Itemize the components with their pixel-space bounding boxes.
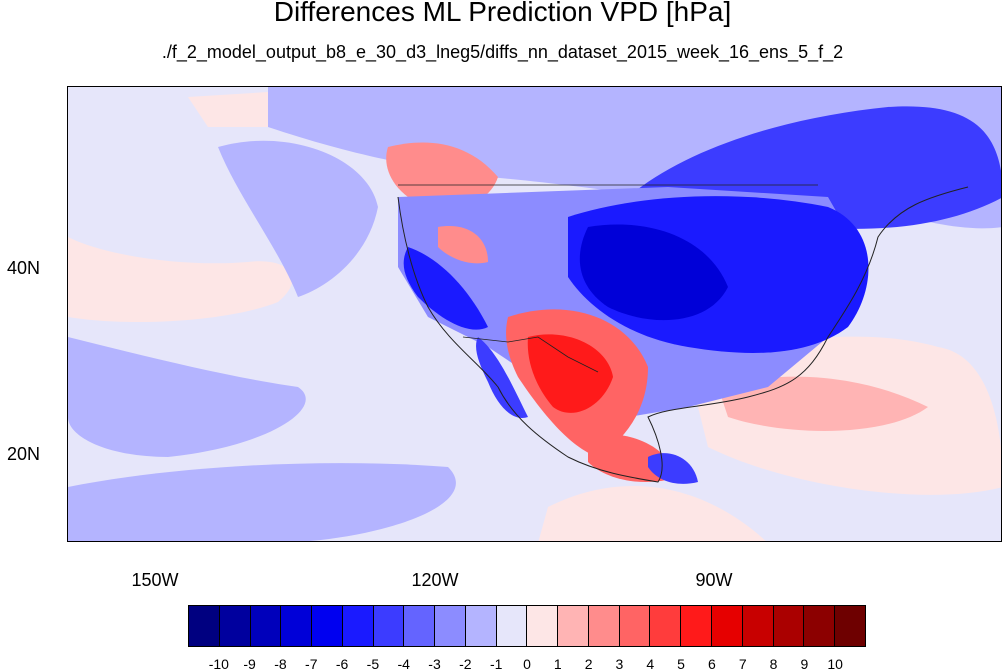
vpd-difference-map (67, 86, 1002, 542)
map-title: Differences ML Prediction VPD [hPa] (273, 0, 732, 27)
colorbar-swatch (219, 606, 251, 646)
colorbar-tick-label: 1 (553, 656, 562, 672)
map-subtitle: ./f_2_model_output_b8_e_30_d3_lneg5/diff… (161, 42, 844, 62)
lon-label-90w: 90W (695, 570, 733, 590)
colorbar-swatch (312, 606, 343, 646)
colorbar-swatch (281, 606, 313, 646)
us-mexico-border (462, 336, 599, 373)
colorbar-swatch (742, 606, 774, 646)
colorbar-tick-label: 6 (708, 656, 716, 672)
colorbar-tick-label: -3 (428, 656, 441, 672)
colorbar-swatch (712, 606, 743, 646)
colorbar-tick-label: -10 (208, 656, 229, 672)
colorbar-swatch (465, 606, 497, 646)
usa-central-negative (579, 224, 728, 321)
lat-label-40n: 40N (6, 258, 40, 278)
colorbar-tick-label: 2 (584, 656, 593, 672)
colorbar-swatch (681, 606, 713, 646)
colorbar-swatch (619, 606, 651, 646)
colorbar-tick-label: 9 (800, 656, 809, 672)
colorbar-tick-label: 3 (615, 656, 624, 672)
lon-label-120w: 120W (411, 570, 459, 590)
colorbar-tick-label: 8 (769, 656, 778, 672)
colorbar-tick-label: -5 (366, 656, 380, 672)
lon-label-150w: 150W (131, 570, 179, 590)
colorbar-tick-label: 4 (646, 656, 655, 672)
colorbar-swatch (835, 606, 865, 646)
colorbar-swatch (189, 606, 220, 646)
colorbar-swatch (804, 606, 836, 646)
pacific-positive-region (68, 237, 293, 322)
california-negative (403, 247, 488, 330)
colorbar-tick-label: -9 (243, 656, 256, 672)
pacific-negative-far-south (68, 463, 456, 541)
colorbar-swatch (558, 606, 589, 646)
colorbar-tick-label: -6 (335, 656, 349, 672)
colorbar-swatch (342, 606, 374, 646)
baja-negative (476, 337, 528, 418)
intermountain-positive (438, 226, 488, 264)
south-pacific-positive (538, 486, 766, 541)
coastline (397, 186, 969, 483)
colorbar-swatch (250, 606, 282, 646)
colorbar-swatch (588, 606, 620, 646)
colorbar (188, 605, 866, 647)
colorbar-tick-label: 5 (677, 656, 685, 672)
colorbar-swatch (650, 606, 682, 646)
colorbar-swatch (773, 606, 805, 646)
colorbar-swatch (496, 606, 528, 646)
colorbar-swatch (435, 606, 466, 646)
texas-mexico-core (527, 334, 613, 413)
colorbar-swatch (404, 606, 436, 646)
colorbar-tick-label: -7 (305, 656, 318, 672)
pacific-pink-west (188, 92, 288, 127)
lat-label-20n: 20N (6, 444, 40, 464)
colorbar-tick-label: -1 (489, 656, 503, 672)
colorbar-tick-label: -2 (459, 656, 472, 672)
colorbar-tick-label: 10 (827, 656, 843, 672)
colorbar-tick-label: 0 (523, 656, 531, 672)
colorbar-swatch (373, 606, 405, 646)
north-pacific-negative (218, 140, 378, 297)
colorbar-tick-label: -8 (274, 656, 287, 672)
northwest-positive (386, 142, 498, 208)
colorbar-swatch (527, 606, 559, 646)
colorbar-tick-label: 7 (738, 656, 747, 672)
pacific-negative-south (68, 337, 306, 457)
colorbar-tick-label: -4 (397, 656, 410, 672)
map-field (68, 87, 1001, 541)
